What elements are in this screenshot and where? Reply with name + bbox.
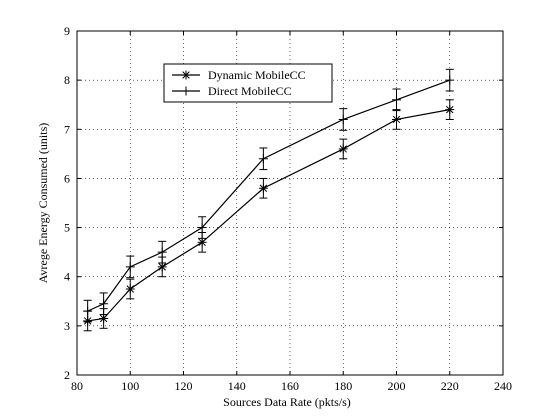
- y-tick-label: 8: [64, 73, 70, 87]
- y-tick-label: 4: [64, 270, 70, 284]
- legend: Dynamic MobileCC Direct MobileCC: [163, 63, 333, 103]
- data-point: [83, 306, 93, 316]
- x-tick-label: 220: [441, 379, 459, 393]
- legend-box: [163, 63, 333, 103]
- legend-entry: Dynamic MobileCC: [172, 68, 306, 82]
- data-point: [392, 95, 401, 105]
- x-axis-label: Sources Data Rate (pkts/s): [223, 395, 351, 409]
- data-point: [338, 114, 348, 124]
- legend-entry: Direct MobileCC: [172, 84, 292, 98]
- x-tick-label: 120: [175, 379, 193, 393]
- legend-marker: [181, 70, 191, 80]
- x-tick-label: 80: [71, 379, 83, 393]
- y-tick-label: 9: [64, 24, 70, 38]
- y-axis-label: Avrege Energy Consumed (units): [36, 123, 50, 284]
- y-tick-label: 6: [64, 171, 70, 185]
- data-point: [125, 262, 135, 272]
- x-tick-label: 160: [281, 379, 299, 393]
- series-2: [83, 68, 455, 323]
- data-point: [445, 105, 455, 115]
- data-point: [258, 154, 268, 164]
- series-line: [87, 109, 450, 322]
- x-tick-label: 240: [494, 379, 512, 393]
- legend-label: Direct MobileCC: [208, 84, 292, 98]
- legend-label: Dynamic MobileCC: [208, 68, 306, 82]
- data-point: [157, 247, 167, 257]
- x-tick-label: 200: [388, 379, 406, 393]
- legend-marker: [181, 86, 191, 96]
- data-point: [99, 299, 109, 309]
- data-point: [197, 237, 207, 247]
- data-point: [445, 75, 455, 85]
- data-point: [157, 262, 167, 272]
- series-1: [83, 99, 455, 332]
- y-tick-label: 7: [64, 122, 70, 136]
- y-tick-label: 2: [64, 368, 70, 382]
- y-tick-label: 3: [64, 319, 70, 333]
- data-point: [99, 313, 109, 323]
- data-point: [125, 284, 135, 294]
- series: [83, 68, 455, 332]
- y-tick-label: 5: [64, 221, 70, 235]
- data-point: [197, 223, 207, 233]
- data-point: [258, 183, 268, 193]
- data-point: [392, 114, 401, 124]
- data-point: [338, 144, 348, 154]
- x-tick-label: 140: [228, 379, 246, 393]
- x-tick-label: 100: [121, 379, 139, 393]
- axis-ticks: 80 100 120 140 160 180 200 220 240 2 3 4 5 6 7 8 9: [64, 24, 512, 393]
- x-tick-label: 180: [334, 379, 352, 393]
